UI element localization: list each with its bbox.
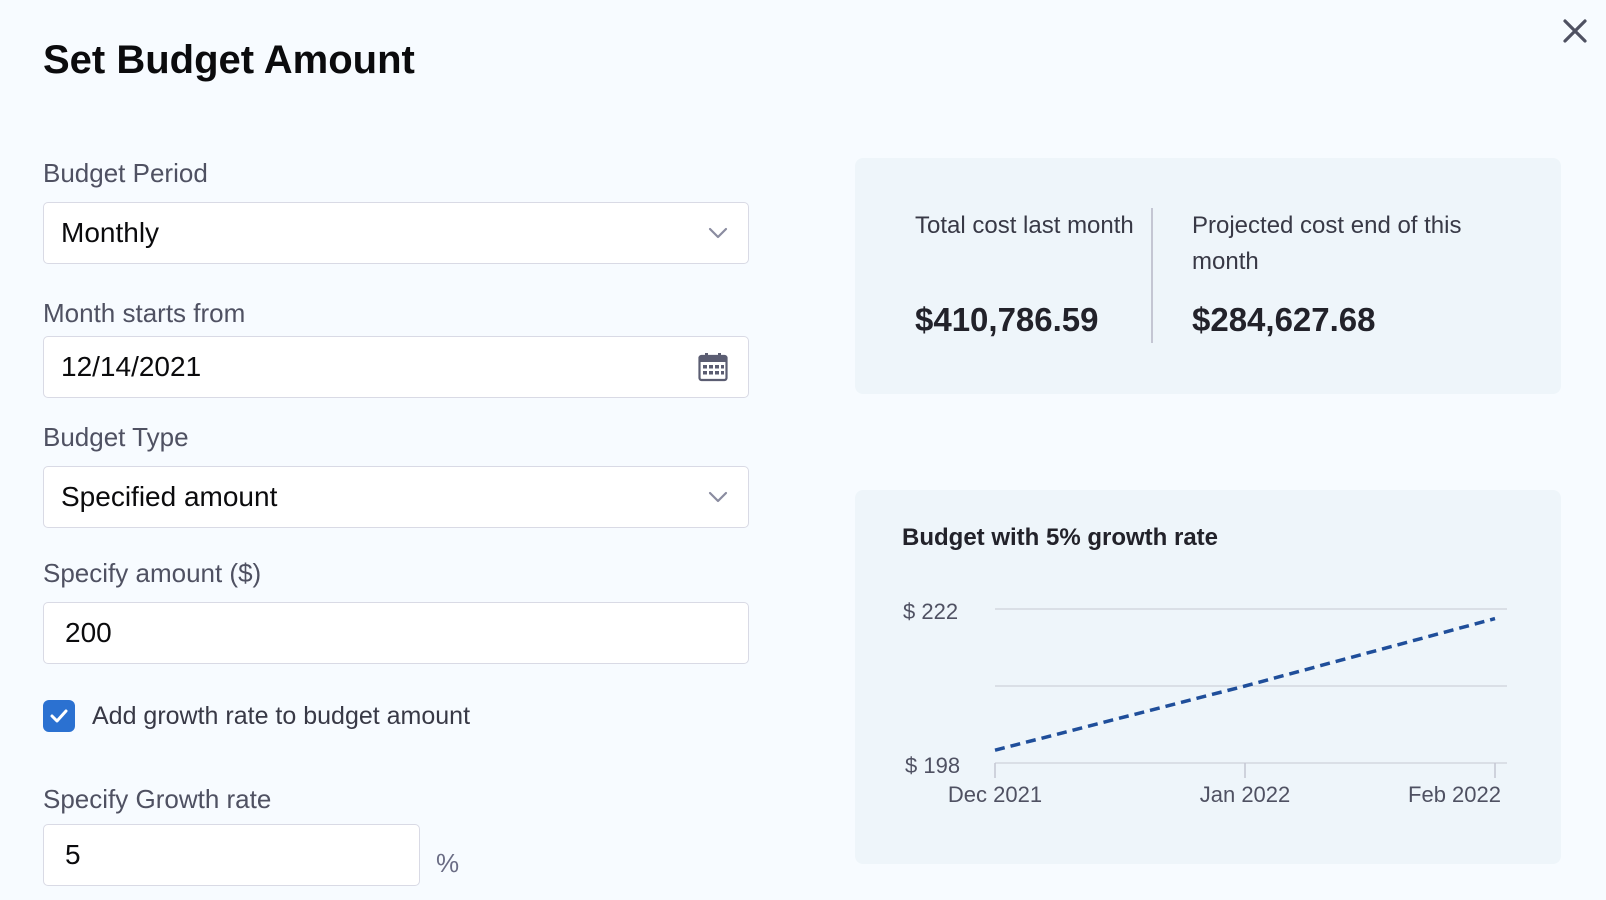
- projected-cost-label: Projected cost end of this month: [1192, 212, 1462, 275]
- chevron-down-icon: [708, 491, 728, 503]
- budget-period-value: Monthly: [61, 217, 160, 248]
- stats-divider: [1151, 208, 1153, 343]
- month-start-date-input[interactable]: 12/14/2021: [43, 336, 749, 398]
- budget-period-label: Budget Period: [43, 158, 208, 188]
- projected-cost-value: $284,627.68: [1192, 301, 1376, 338]
- budget-period-select[interactable]: Monthly: [43, 202, 749, 264]
- calendar-button[interactable]: [698, 337, 728, 397]
- close-icon: [1563, 19, 1587, 43]
- growth-rate-checkbox[interactable]: [43, 700, 75, 732]
- dialog-title: Set Budget Amount: [43, 38, 415, 82]
- month-start-label: Month starts from: [43, 298, 246, 328]
- x-tick-label: Jan 2022: [1200, 782, 1291, 807]
- budget-type-value: Specified amount: [61, 481, 278, 512]
- budget-type-select[interactable]: Specified amount: [43, 466, 749, 528]
- growth-rate-value: 5: [65, 839, 81, 870]
- last-month-cost-value: $410,786.59: [915, 301, 1099, 338]
- growth-rate-unit: %: [436, 848, 460, 878]
- calendar-icon: [698, 353, 728, 382]
- amount-label: Specify amount ($): [43, 558, 262, 588]
- budget-chart-card: Budget with 5% growth rate $ 222 $ 198 D…: [855, 490, 1561, 864]
- y-tick-label-bottom: $ 198: [905, 753, 960, 778]
- x-tick-label: Dec 2021: [948, 782, 1042, 807]
- growth-rate-input[interactable]: 5: [43, 824, 420, 886]
- cost-summary-card: Total cost last month $410,786.59 Projec…: [855, 158, 1561, 394]
- month-start-value: 12/14/2021: [61, 351, 202, 382]
- growth-rate-toggle[interactable]: Add growth rate to budget amount: [43, 700, 470, 732]
- chevron-down-icon: [708, 227, 728, 239]
- growth-rate-label: Specify Growth rate: [43, 784, 272, 814]
- chart-title: Budget with 5% growth rate: [902, 524, 1219, 551]
- last-month-cost-label: Total cost last month: [915, 212, 1134, 239]
- y-tick-label-top: $ 222: [903, 599, 958, 624]
- amount-input[interactable]: 200: [43, 602, 749, 664]
- checkmark-icon: [50, 709, 68, 723]
- budget-series-line: [994, 616, 1496, 752]
- growth-rate-checkbox-label: Add growth rate to budget amount: [92, 701, 471, 730]
- budget-growth-chart: $ 222 $ 198 Dec 2021 Jan 2022 Feb 2022: [903, 599, 1507, 807]
- close-button[interactable]: [1558, 14, 1592, 48]
- amount-value: 200: [65, 617, 112, 648]
- x-tick-label: Feb 2022: [1408, 782, 1501, 807]
- budget-type-label: Budget Type: [43, 422, 189, 452]
